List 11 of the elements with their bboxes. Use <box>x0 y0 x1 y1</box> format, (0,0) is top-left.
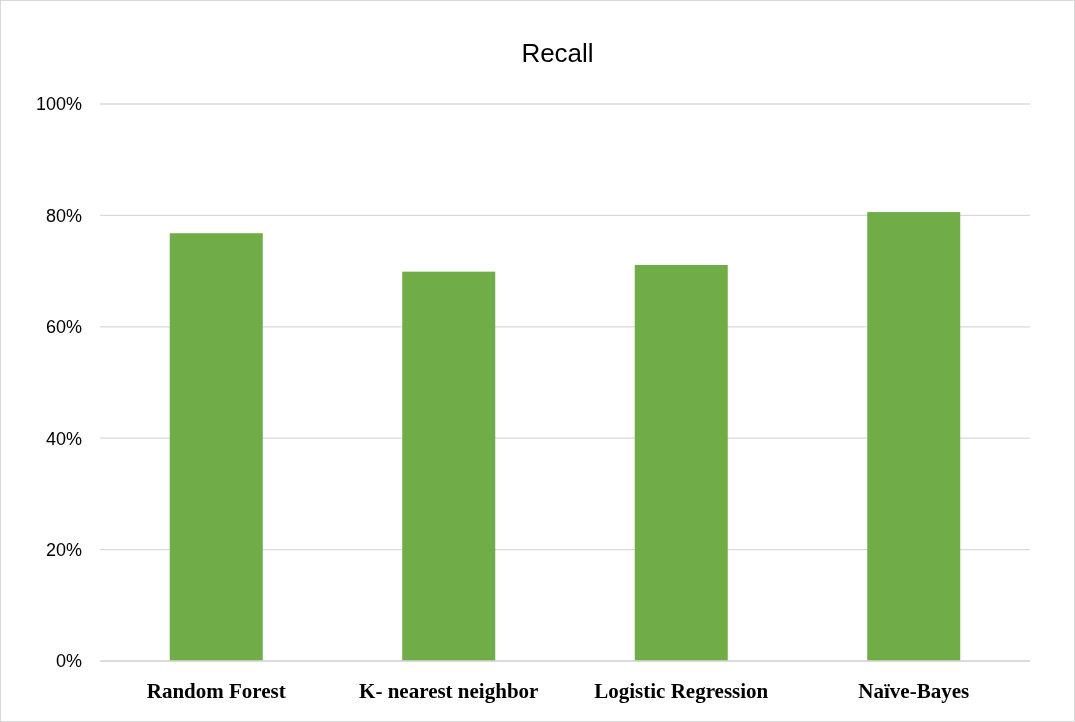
chart-title: Recall <box>521 38 594 68</box>
x-tick-label: Naïve-Bayes <box>858 679 970 703</box>
x-tick-label: Logistic Regression <box>594 679 769 703</box>
y-tick-label: 60% <box>45 317 82 338</box>
x-tick-label: Random Forest <box>146 679 286 703</box>
y-tick-label: 0% <box>55 651 82 672</box>
y-tick-label: 100% <box>35 94 82 115</box>
y-tick-label: 20% <box>45 539 82 560</box>
y-tick-label: 40% <box>45 428 82 449</box>
y-tick-label: 80% <box>45 205 82 226</box>
x-tick-label: K- nearest neighbor <box>359 679 539 703</box>
